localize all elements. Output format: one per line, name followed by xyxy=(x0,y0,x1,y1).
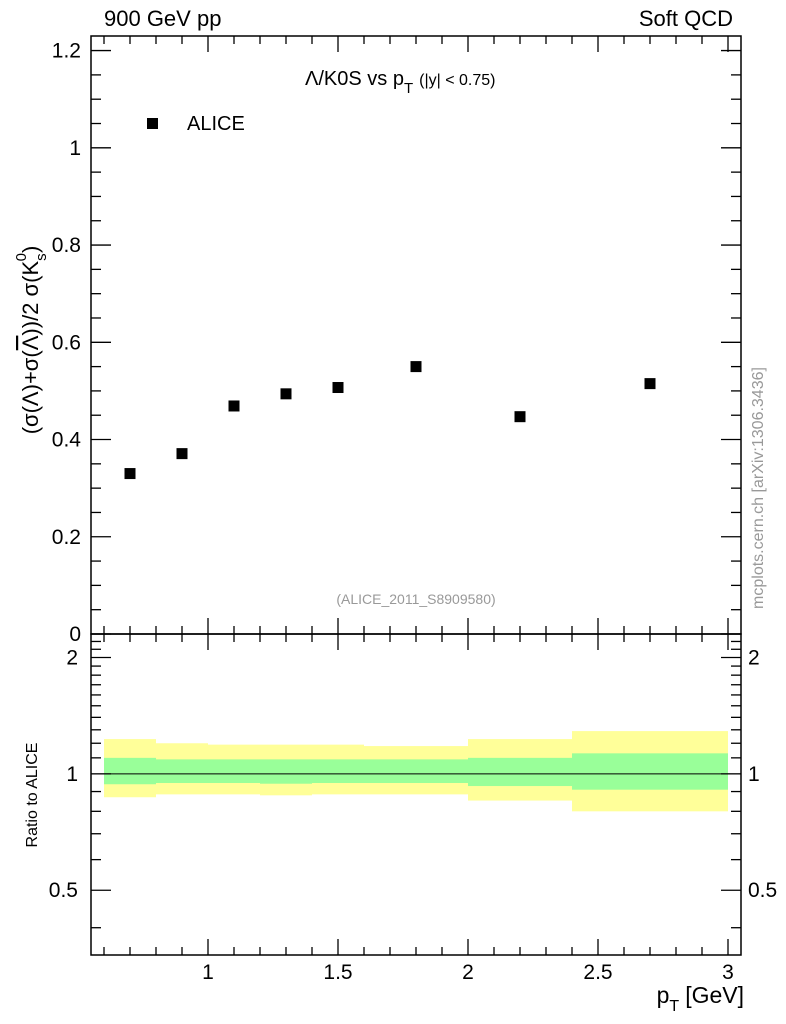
main-y-tick-label: 0.2 xyxy=(52,526,81,549)
ratio-y-tick-label-right: 1 xyxy=(748,763,760,786)
ratio-y-tick-label: 0.5 xyxy=(49,879,78,902)
ratio-y-tick-label-right: 2 xyxy=(748,646,760,669)
x-tick-label: 1 xyxy=(202,961,214,984)
data-point-alice-2 xyxy=(228,400,240,412)
ratio-y-tick-label: 1 xyxy=(66,763,78,786)
plot-title-cut: (|y| < 0.75) xyxy=(419,72,495,89)
data-point-alice-1 xyxy=(176,448,188,460)
main-ylabel: (σ(Λ)+σ(Λ))/2 σ(Ks0) xyxy=(13,246,50,435)
ratio-bands xyxy=(91,731,741,812)
x-tick-label: 3 xyxy=(722,961,734,984)
ratio-inner-band-1 xyxy=(156,759,208,783)
ratio-inner-band-7 xyxy=(572,753,728,790)
ylabel-lambda-bar: Λ xyxy=(18,335,43,350)
data-point-alice-6 xyxy=(514,411,526,423)
main-y-tick-label: 0 xyxy=(69,623,81,646)
x-tick-label: 2.5 xyxy=(583,961,612,984)
ratio-inner-band-0 xyxy=(104,757,156,785)
ratio-inner-band-2 xyxy=(208,759,260,783)
data-point-alice-5 xyxy=(410,361,422,373)
data-point-alice-3 xyxy=(280,388,292,400)
plot-title-sub: T xyxy=(404,80,413,97)
data-point-alice-0 xyxy=(124,468,136,480)
data-markers xyxy=(124,361,656,480)
axes-layer: 1 1.5 2 2.5 3 0 0.2 0.4 0.6 0.8 1 1.2 0.5 0.5 1 1 2 2 xyxy=(49,35,777,984)
category-label: Soft QCD xyxy=(638,6,733,31)
main-y-tick-label: 1.2 xyxy=(52,40,81,63)
legend-marker-alice xyxy=(147,118,158,129)
plot-title-main: Λ/K0S vs p xyxy=(305,68,404,90)
main-y-tick-label: 1 xyxy=(69,137,81,160)
data-point-alice-4 xyxy=(332,382,344,394)
legend-label-alice: ALICE xyxy=(187,113,245,135)
x-axis-label: pT [GeV] xyxy=(657,982,744,1015)
main-y-tick-label: 0.4 xyxy=(52,429,82,452)
data-point-alice-7 xyxy=(644,378,656,390)
ratio-y-tick-label: 2 xyxy=(66,646,78,669)
ratio-inner-band-6 xyxy=(468,757,572,787)
ratio-inner-band-5 xyxy=(364,759,468,783)
main-y-tick-label: 0.6 xyxy=(52,331,81,354)
plot-title: Λ/K0S vs pT (|y| < 0.75) xyxy=(305,68,495,97)
ratio-inner-band-4 xyxy=(312,759,364,783)
x-tick-label: 2 xyxy=(462,961,474,984)
ratio-inner-band-3 xyxy=(260,759,312,784)
ratio-ylabel: Ratio to ALICE xyxy=(24,743,41,848)
x-tick-label: 1.5 xyxy=(323,961,352,984)
ratio-y-tick-label-right: 0.5 xyxy=(748,879,777,902)
main-y-tick-label: 0.8 xyxy=(52,234,81,257)
analysis-id: (ALICE_2011_S8909580) xyxy=(336,591,495,607)
mcplots-credit: mcplots.cern.ch [arXiv:1306.3436] xyxy=(750,367,767,609)
energy-label: 900 GeV pp xyxy=(104,6,222,31)
